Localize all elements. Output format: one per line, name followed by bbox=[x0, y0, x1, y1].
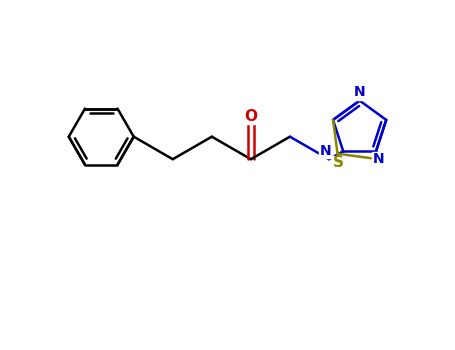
Bar bbox=[332, 155, 345, 170]
Bar bbox=[354, 85, 366, 100]
Text: O: O bbox=[244, 109, 258, 124]
Bar bbox=[319, 144, 332, 158]
Text: N: N bbox=[319, 144, 331, 158]
Text: N: N bbox=[354, 85, 365, 99]
Text: S: S bbox=[333, 155, 344, 170]
Text: N: N bbox=[373, 152, 384, 166]
Bar bbox=[372, 152, 384, 167]
Bar bbox=[244, 109, 257, 124]
